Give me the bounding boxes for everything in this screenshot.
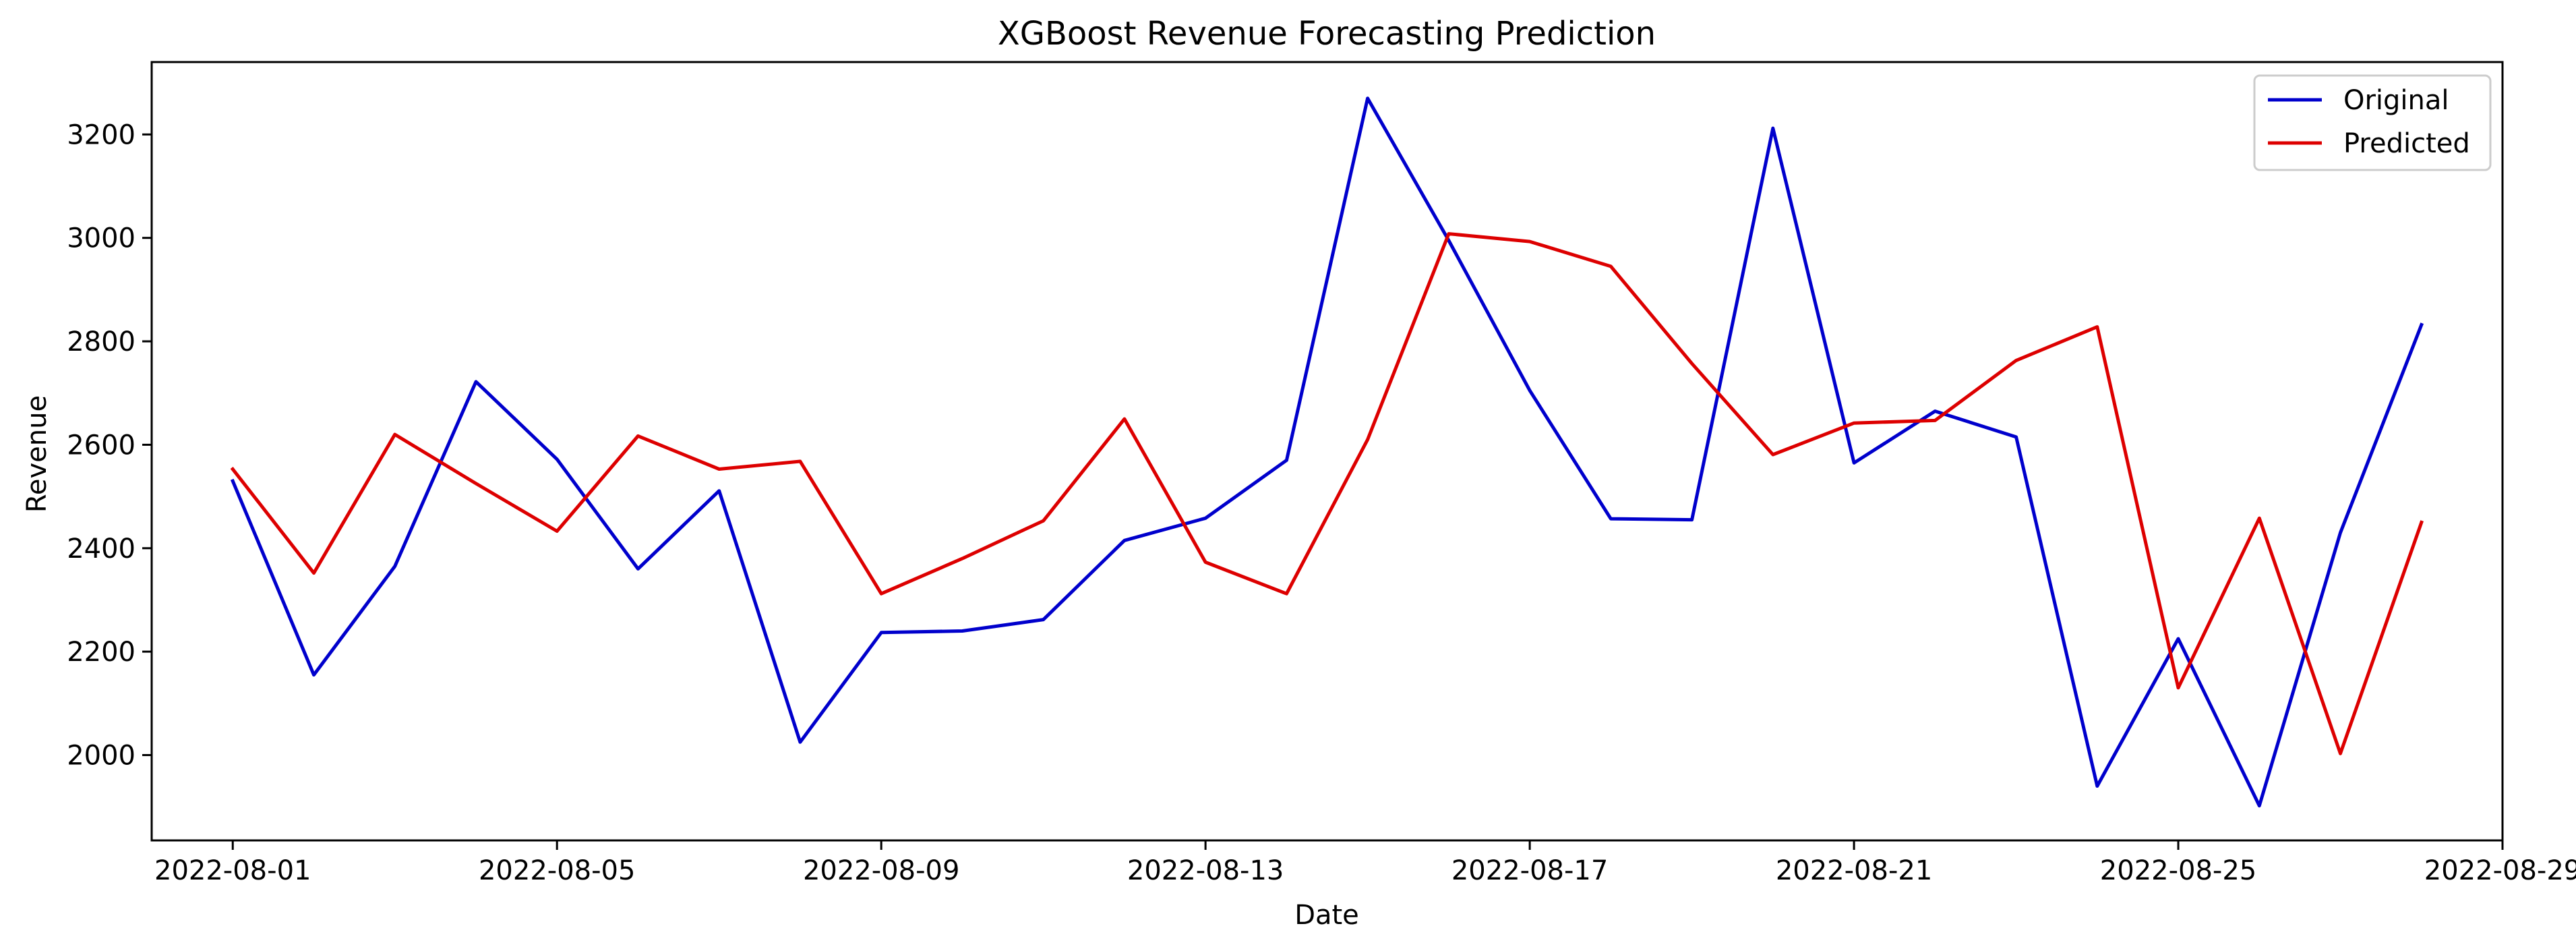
y-tick-label: 2200 xyxy=(67,637,136,668)
x-tick-label: 2022-08-05 xyxy=(479,855,635,886)
x-axis-label: Date xyxy=(1294,900,1359,931)
series-line-predicted xyxy=(230,232,2424,755)
plot-frame xyxy=(150,61,2504,842)
legend-label-predicted: Predicted xyxy=(2343,128,2470,159)
x-tick-label: 2022-08-29 xyxy=(2424,855,2576,886)
legend: Original Predicted xyxy=(2253,74,2492,171)
y-axis: 2000 2200 2400 2600 2800 3000 3200 xyxy=(67,119,152,771)
y-tick-label: 2800 xyxy=(67,326,136,357)
y-axis-label: Revenue xyxy=(22,395,53,513)
y-tick-label: 2600 xyxy=(67,430,136,461)
x-tick-label: 2022-08-13 xyxy=(1127,855,1284,886)
x-tick-label: 2022-08-17 xyxy=(1451,855,1608,886)
series-line-original xyxy=(230,96,2424,808)
x-tick-label: 2022-08-25 xyxy=(2100,855,2256,886)
y-tick-label: 2000 xyxy=(67,740,136,771)
y-tick-label: 3000 xyxy=(67,223,136,254)
plot-area xyxy=(230,96,2424,808)
x-tick-label: 2022-08-01 xyxy=(154,855,311,886)
x-axis: 2022-08-01 2022-08-05 2022-08-09 2022-08-13… xyxy=(154,840,2576,886)
y-tick-label: 3200 xyxy=(67,119,136,150)
y-tick-label: 2400 xyxy=(67,534,136,565)
x-tick-label: 2022-08-09 xyxy=(803,855,959,886)
x-tick-label: 2022-08-21 xyxy=(1776,855,1932,886)
legend-label-original: Original xyxy=(2343,85,2449,116)
chart-title: XGBoost Revenue Forecasting Prediction xyxy=(998,15,1656,53)
